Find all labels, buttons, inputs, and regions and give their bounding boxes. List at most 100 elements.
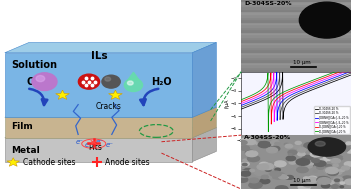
Circle shape xyxy=(334,144,339,147)
Circle shape xyxy=(260,179,270,184)
Circle shape xyxy=(246,140,256,145)
Circle shape xyxy=(289,161,296,164)
Polygon shape xyxy=(7,158,20,166)
Text: Anode sites: Anode sites xyxy=(105,158,149,167)
Circle shape xyxy=(340,169,345,171)
Circle shape xyxy=(319,159,327,163)
Circle shape xyxy=(310,152,320,157)
Circle shape xyxy=(333,149,338,152)
Text: O₂: O₂ xyxy=(26,77,39,87)
Circle shape xyxy=(256,143,259,145)
Text: e⁻: e⁻ xyxy=(85,142,93,148)
Circle shape xyxy=(342,176,351,181)
Circle shape xyxy=(317,177,330,183)
Circle shape xyxy=(333,164,338,167)
Circle shape xyxy=(300,151,304,153)
Polygon shape xyxy=(5,53,192,117)
Text: Cracks: Cracks xyxy=(95,102,121,111)
Polygon shape xyxy=(5,138,192,162)
Circle shape xyxy=(340,186,344,188)
Circle shape xyxy=(286,176,293,179)
Circle shape xyxy=(331,159,340,163)
Circle shape xyxy=(284,177,288,178)
Circle shape xyxy=(322,184,330,188)
Circle shape xyxy=(245,150,255,155)
Circle shape xyxy=(298,184,310,189)
Circle shape xyxy=(340,182,344,184)
Circle shape xyxy=(342,166,350,170)
Circle shape xyxy=(288,150,297,155)
Circle shape xyxy=(275,168,280,171)
Circle shape xyxy=(272,173,285,179)
Text: A-304SS-20%: A-304SS-20% xyxy=(244,135,292,140)
Circle shape xyxy=(284,143,289,145)
Polygon shape xyxy=(192,107,217,138)
Circle shape xyxy=(346,142,351,145)
Circle shape xyxy=(321,178,327,181)
Circle shape xyxy=(124,79,143,91)
Text: Solution: Solution xyxy=(11,60,57,70)
X-axis label: Potential/V: Potential/V xyxy=(283,145,309,150)
Circle shape xyxy=(242,170,246,172)
Circle shape xyxy=(344,162,351,166)
Circle shape xyxy=(78,74,100,89)
Circle shape xyxy=(247,156,259,162)
Circle shape xyxy=(102,75,120,88)
Polygon shape xyxy=(241,135,351,189)
Text: H₂O: H₂O xyxy=(152,77,172,87)
Circle shape xyxy=(318,177,324,179)
Circle shape xyxy=(313,170,317,172)
Polygon shape xyxy=(192,128,217,162)
Circle shape xyxy=(327,170,338,175)
Text: Cathode sites: Cathode sites xyxy=(23,158,75,167)
Circle shape xyxy=(345,179,351,184)
Polygon shape xyxy=(192,43,217,117)
Circle shape xyxy=(266,176,272,178)
Circle shape xyxy=(298,148,306,152)
Circle shape xyxy=(258,142,267,146)
Y-axis label: i/μA: i/μA xyxy=(224,99,230,108)
Circle shape xyxy=(313,152,319,155)
Circle shape xyxy=(261,163,274,170)
Circle shape xyxy=(258,142,271,148)
Circle shape xyxy=(241,138,254,144)
Circle shape xyxy=(243,163,247,166)
Polygon shape xyxy=(128,72,139,80)
Circle shape xyxy=(247,151,252,153)
Circle shape xyxy=(309,152,313,154)
Circle shape xyxy=(333,156,343,160)
Circle shape xyxy=(326,167,338,174)
Circle shape xyxy=(304,143,316,148)
Text: e⁻: e⁻ xyxy=(75,139,83,145)
Circle shape xyxy=(312,159,319,163)
Circle shape xyxy=(333,177,343,182)
Circle shape xyxy=(127,81,133,85)
Circle shape xyxy=(317,166,324,169)
Circle shape xyxy=(267,147,278,153)
Circle shape xyxy=(274,161,286,167)
Circle shape xyxy=(279,175,287,179)
Circle shape xyxy=(299,2,351,38)
Circle shape xyxy=(331,185,338,188)
Circle shape xyxy=(260,162,269,167)
FancyArrowPatch shape xyxy=(140,89,158,105)
Circle shape xyxy=(308,176,317,181)
Circle shape xyxy=(303,182,313,187)
Circle shape xyxy=(327,149,338,155)
Circle shape xyxy=(293,145,300,149)
Circle shape xyxy=(315,141,325,146)
Circle shape xyxy=(318,178,331,184)
Circle shape xyxy=(289,153,292,155)
Circle shape xyxy=(306,161,314,165)
Circle shape xyxy=(275,142,280,145)
Circle shape xyxy=(237,177,248,182)
Circle shape xyxy=(266,144,275,149)
Circle shape xyxy=(272,146,276,147)
Polygon shape xyxy=(5,117,192,138)
Circle shape xyxy=(295,141,301,144)
Circle shape xyxy=(241,171,251,176)
Circle shape xyxy=(329,169,336,173)
Circle shape xyxy=(326,180,334,184)
Circle shape xyxy=(250,169,254,172)
Polygon shape xyxy=(108,90,122,99)
